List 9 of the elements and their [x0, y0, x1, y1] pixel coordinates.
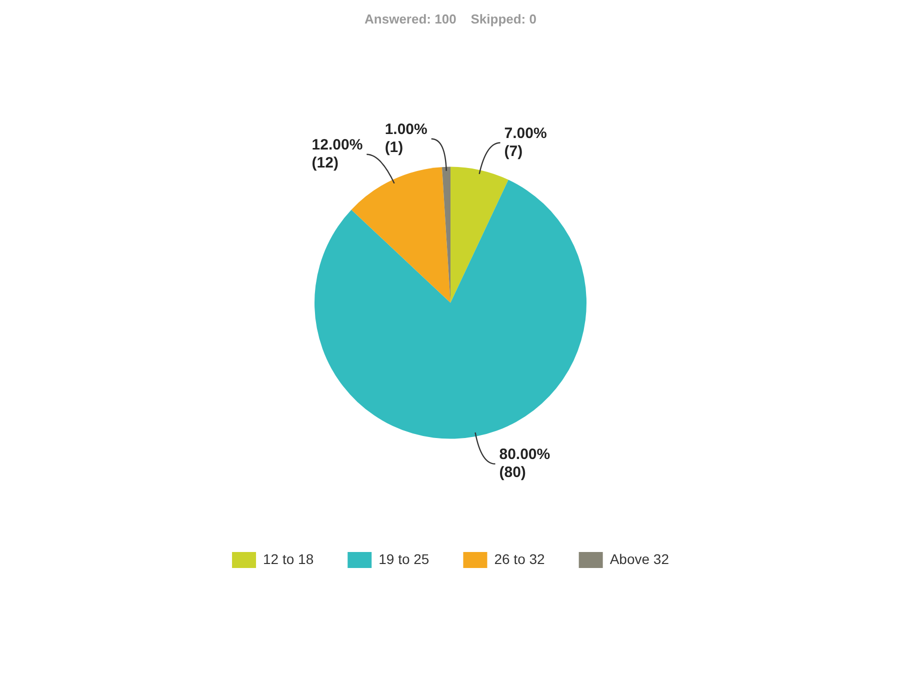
legend-label: 26 to 32 — [494, 550, 546, 567]
data-label: 7.00% (7) — [504, 124, 547, 160]
legend-label: 19 to 25 — [378, 550, 430, 567]
data-label: 1.00% (1) — [384, 121, 428, 156]
data-label: 80.00% (80) — [499, 446, 550, 482]
legend-label: Above 32 — [610, 550, 670, 567]
legend-label: 12 to 18 — [263, 550, 314, 567]
chart-subtitle: Answered: 100 Skipped: 0 — [364, 11, 536, 26]
data-label: 12.00% (12) — [312, 136, 363, 172]
